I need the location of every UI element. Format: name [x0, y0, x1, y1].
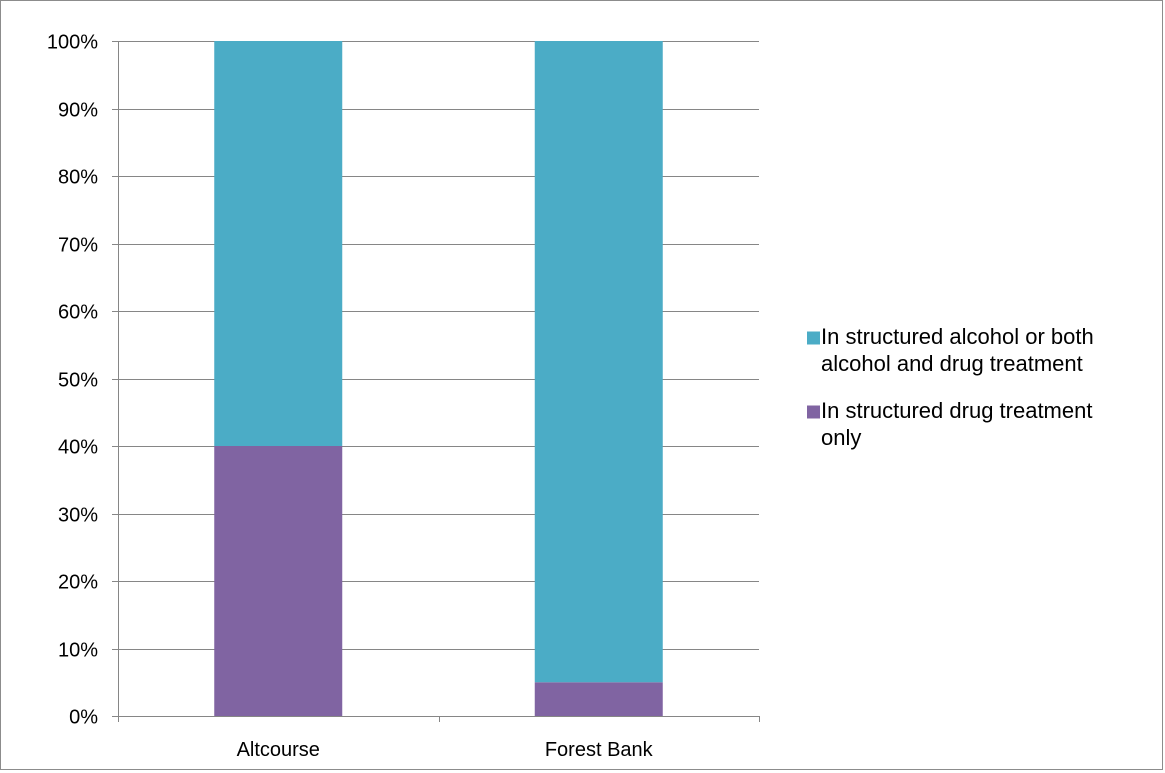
- y-tick-label: 90%: [58, 100, 98, 122]
- bar-forest-bank-series-1: [534, 41, 663, 683]
- y-tick-label: 40%: [58, 437, 98, 459]
- gridlines: [118, 41, 759, 650]
- y-tick-label: 10%: [58, 640, 98, 662]
- y-tick-label: 20%: [58, 572, 98, 594]
- legend-label: In structured alcohol or both: [821, 324, 1094, 349]
- x-category-label: Altcourse: [237, 739, 320, 761]
- bars: [214, 41, 663, 716]
- x-category-label: Forest Bank: [545, 739, 654, 761]
- tick-labels: 0% 10% 20% 30% 40% 50% 60% 70% 80% 90% 100% Altcour…: [47, 32, 654, 762]
- legend-swatch: [807, 405, 820, 419]
- legend-label: In structured drug treatment: [821, 398, 1092, 423]
- y-tick-label: 0%: [69, 707, 98, 729]
- bar-altcourse-series-0: [214, 446, 343, 716]
- legend-swatch: [807, 331, 820, 345]
- legend-label: alcohol and drug treatment: [821, 351, 1083, 376]
- y-tick-label: 80%: [58, 167, 98, 189]
- bar-forest-bank-series-0: [534, 682, 663, 716]
- bar-altcourse-series-1: [214, 41, 343, 446]
- y-tick-label: 100%: [47, 32, 98, 54]
- legend-label: only: [821, 425, 861, 450]
- y-tick-label: 70%: [58, 235, 98, 257]
- y-tick-label: 30%: [58, 505, 98, 527]
- y-tick-label: 50%: [58, 370, 98, 392]
- axes: [112, 41, 760, 722]
- y-tick-label: 60%: [58, 302, 98, 324]
